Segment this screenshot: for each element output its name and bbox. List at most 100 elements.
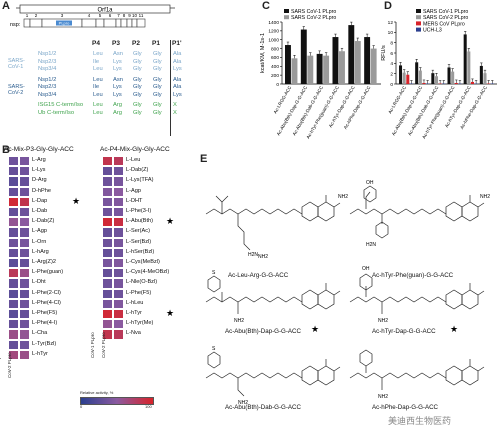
heatmap-row-label: L-hTyr(Me) [126,320,154,327]
y-tick-label: 600 [271,55,279,61]
legend-swatch [284,15,289,20]
bar [370,48,377,84]
y-tick-label: 8 [390,40,393,46]
bar [307,55,314,84]
heatmap-cell [102,247,113,258]
heatmap-row-label: L-Phe(2-Cl) [32,289,61,296]
heatmap-row-label: L-Phe(F5) [126,289,152,296]
heatmap-row-label: L-Dab(Z) [32,218,55,225]
bar [479,65,483,84]
residue-cell: Arg [113,109,123,116]
bar [438,83,442,84]
residue-cell: Ile [93,84,100,90]
bar [490,83,494,84]
heatmap-cell [8,268,19,279]
highlight-star: ★ [72,195,81,206]
svg-text:NH2: NH2 [378,394,388,400]
bar [406,74,410,84]
residue-cell: Ala [173,51,182,57]
nsp-number: 3 [61,13,64,18]
nsp-number: 8 [123,13,126,18]
heatmap-legend-max: 100 [145,404,152,409]
residue-cell: X [173,109,177,116]
heatmap-cell [102,207,113,218]
nsp-number: 11 [139,13,144,18]
nsp-box [95,18,105,28]
bar [354,41,361,84]
orf1a-genome-map: Orf1a nsp: 1 2 3 PLpro 4 5 6 7 8 9 10 11 [10,4,175,28]
heatmap-row-label: L-Lys(TFA) [126,177,154,184]
heatmap-row-label: L-DHT [126,197,143,204]
y-tick-label: 1200 [268,29,279,35]
residue-cell: Gly [133,58,142,65]
heatmap-row-label: L-Phe(4-Cl) [32,299,61,306]
bar [422,82,426,84]
heatmap-row-label: L-Agp [126,187,141,194]
bar [483,73,487,84]
heatmap-cell [8,227,19,238]
site-name: Ub C-term/Iso [38,109,75,116]
nsp-number: 6 [109,13,112,18]
heatmap-cell [102,196,113,207]
heatmap-cell [102,268,113,279]
heatmap-cell [19,349,30,360]
heatmap-left-title: Ac-Mix-P3-Gly-Gly-ACC [4,146,74,153]
y-tick-label: 4 [390,61,393,67]
y-tick-label: 1400 [268,20,279,26]
residue-cell: Leu [93,109,103,116]
bar [467,51,471,84]
residue-cell: Ala [173,76,182,83]
heatmap-cell [102,176,113,187]
residue-cell: X [173,102,177,108]
category-label: Ac-Abu(Bth)-Dab-G-G-ACC [407,84,440,136]
residue-cell: Ala [173,84,182,90]
residue-cell: Gly [133,84,142,90]
site-name: Nsp1/2 [38,76,57,83]
bar [402,72,406,84]
position-header: P1' [172,40,182,47]
heatmap-cell [102,319,113,330]
heatmap-row-label: L-Cys(4-MeOBzl) [126,269,170,276]
legend-label: MERS CoV PLpro [423,21,465,27]
residue-cell: Gly [153,66,162,72]
heatmap-row-label: L-Arg(Z)2 [32,259,56,265]
bar [364,37,371,84]
heatmap-cell [19,227,30,238]
heatmap-row-label: L-Leu [126,157,141,163]
heatmap-cell [8,156,19,167]
bar [442,83,446,84]
compound-htyr-pheguan: OH H2N NH2 [349,180,490,248]
chemical-structures: H2N NH2 NH2 OH H2N NH2 S NH2 OH NH2 [205,180,490,406]
nsp-box [120,18,128,28]
heatmap-column-label: CoV-1 PLpro [0,352,1,378]
heatmap-cell [19,207,30,218]
heatmap-cell [19,196,30,207]
position-header: P2 [132,40,140,47]
heatmap-cell [113,237,124,248]
heatmap-cell [102,227,113,238]
residue-cell: Lys [113,91,122,98]
heatmap-cell [8,258,19,269]
heatmap-cell [113,247,124,258]
legend-label: SARS CoV-2 PLpro [423,15,468,21]
panel-label-e: E [200,153,208,165]
residue-cell: Leu [93,102,103,108]
residue-cell: Leu [93,66,103,72]
heatmap-cell [19,309,30,320]
y-axis-label: RFU/s [381,45,387,61]
bar [409,83,413,84]
heatmap-cell [19,278,30,289]
panel-label-c: C [262,0,270,12]
heatmap-cell [113,329,124,340]
y-tick-label: 800 [271,46,279,52]
legend-swatch [416,9,421,13]
heatmap-row-label: L-Dab [32,208,48,214]
heatmap-cell [102,309,113,320]
heatmap-cell [113,278,124,289]
heatmap-cell [8,298,19,309]
legend-swatch [416,21,421,26]
nsp-box [103,18,117,28]
y-tick-label: 0 [390,82,393,88]
nsp-number: 2 [35,13,38,18]
heatmap-column-label: CoV-2 PLpro [101,331,106,358]
